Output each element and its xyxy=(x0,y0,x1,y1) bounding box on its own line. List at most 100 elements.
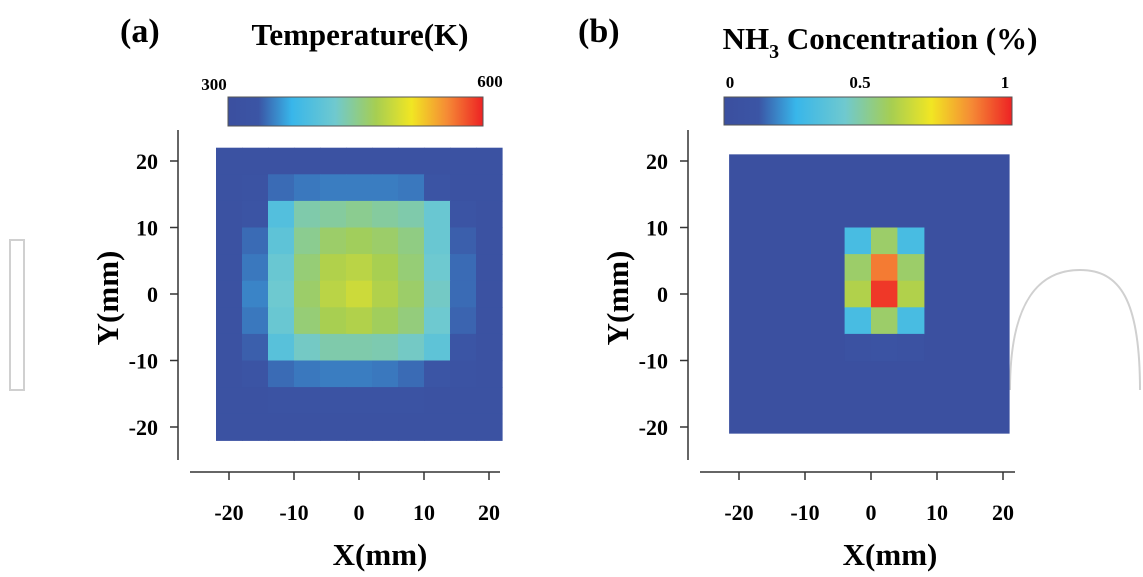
panel-a-heatmap-cell xyxy=(398,280,425,308)
panel-a-heatmap-cell xyxy=(476,360,503,388)
panel-b-x-tick-label: -20 xyxy=(724,500,753,525)
panel-a-heatmap-cell xyxy=(294,360,321,388)
panel-a-heatmap-cell xyxy=(398,200,425,229)
panel-a: (a) Temperature(K) 300 600 -20 -10 0 10 20 20… xyxy=(90,13,503,572)
panel-a-heatmap-cell xyxy=(424,200,451,229)
panel-b-y-tick-label: 0 xyxy=(657,282,668,307)
panel-a-heatmap-cell xyxy=(424,147,451,175)
panel-b-heatmap-cell xyxy=(897,333,925,362)
panel-b-heatmap-cell xyxy=(844,227,872,255)
panel-a-heatmap-cell xyxy=(320,333,347,362)
panel-a-axes: -20 -10 0 10 20 20 10 0 -10 -20 xyxy=(129,130,500,525)
panel-b-y-tick-label: 10 xyxy=(646,216,668,241)
panel-a-heatmap-cell xyxy=(476,280,503,308)
panel-a-heatmap-cell xyxy=(294,280,321,308)
panel-a-heatmap-cell xyxy=(372,147,399,175)
panel-a-heatmap-cell xyxy=(320,413,347,441)
panel-b-heatmap-cell xyxy=(844,333,872,362)
panel-a-heatmap-cell xyxy=(450,200,477,229)
panel-a-heatmap-cell xyxy=(242,174,269,202)
panel-a-heatmap-cell xyxy=(268,200,295,229)
panel-b-heatmap xyxy=(729,154,1010,434)
panel-a-heatmap-cell xyxy=(294,307,321,335)
panel-b-colorbar-tick-1: 0.5 xyxy=(849,73,870,92)
panel-a-y-tick-label: 20 xyxy=(136,149,158,174)
panel-a-heatmap-cell xyxy=(476,254,503,282)
panel-a-xlabel: X(mm) xyxy=(333,537,428,572)
panel-b-title: NH3 Concentration (%) xyxy=(723,21,1038,63)
panel-b-axes: -20 -10 0 10 20 20 10 0 -10 -20 xyxy=(639,130,1015,525)
panel-a-heatmap-cell xyxy=(268,387,295,415)
panel-a-y-tick-label: 0 xyxy=(147,282,158,307)
panel-b-heatmap-cell xyxy=(897,254,925,282)
panel-a-heatmap-cell xyxy=(450,147,477,175)
panel-b-xlabel: X(mm) xyxy=(843,537,938,572)
panel-a-heatmap-cell xyxy=(346,307,373,335)
panel-a-heatmap-cell xyxy=(242,280,269,308)
panel-b-colorbar-tick-0: 0 xyxy=(726,73,735,92)
panel-a-heatmap-cell xyxy=(450,413,477,441)
panel-a-heatmap-cell xyxy=(346,174,373,202)
panel-a-heatmap-cell xyxy=(268,307,295,335)
panel-a-heatmap-cell xyxy=(216,254,243,282)
panel-a-heatmap-cell xyxy=(398,227,425,255)
panel-a-heatmap-cell xyxy=(294,227,321,255)
panel-a-heatmap-cell xyxy=(398,307,425,335)
panel-b-heatmap-cell xyxy=(844,280,872,308)
panel-a-x-tick-label: -20 xyxy=(214,500,243,525)
panel-a-heatmap-cell xyxy=(320,307,347,335)
panel-a-heatmap-cell xyxy=(242,200,269,229)
panel-a-heatmap-cell xyxy=(476,333,503,362)
panel-a-colorbar xyxy=(227,96,484,127)
panel-a-heatmap-cell xyxy=(294,387,321,415)
panel-a-heatmap-cell xyxy=(242,387,269,415)
panel-a-heatmap-cell xyxy=(346,147,373,175)
panel-b-x-tick-label: 0 xyxy=(866,500,877,525)
panel-a-heatmap-cell xyxy=(424,333,451,362)
panel-b-heatmap-cell xyxy=(871,254,898,282)
panel-a-heatmap-cell xyxy=(346,333,373,362)
panel-a-heatmap-cell xyxy=(294,174,321,202)
panel-b-x-tick-label: -10 xyxy=(790,500,819,525)
panel-a-heatmap-cell xyxy=(450,387,477,415)
panel-a-heatmap-cell xyxy=(242,413,269,441)
panel-a-heatmap-cell xyxy=(294,200,321,229)
panel-a-heatmap-cell xyxy=(476,147,503,175)
panel-a-heatmap-cell xyxy=(476,413,503,441)
panel-a-heatmap-cell xyxy=(294,333,321,362)
panel-a-heatmap-cell xyxy=(242,147,269,175)
panel-b-heatmap-cell xyxy=(844,307,872,335)
panel-b-heatmap-cell xyxy=(897,307,925,335)
panel-a-heatmap-cell xyxy=(216,147,243,175)
panel-b-y-tick-label: -20 xyxy=(639,415,668,440)
panel-a-heatmap-cell xyxy=(216,387,243,415)
panel-a-heatmap-cell xyxy=(268,360,295,388)
panel-a-heatmap-cell xyxy=(372,307,399,335)
panel-a-heatmap-cell xyxy=(450,333,477,362)
panel-a-heatmap-cell xyxy=(294,254,321,282)
panel-a-y-tick-label: -20 xyxy=(129,415,158,440)
panel-a-heatmap-cell xyxy=(320,200,347,229)
panel-b-colorbar-tick-2: 1 xyxy=(1001,73,1010,92)
panel-a-heatmap-cell xyxy=(320,174,347,202)
panel-b-heatmap-cell xyxy=(897,227,925,255)
panel-a-heatmap-cell xyxy=(242,333,269,362)
panel-a-heatmap-cell xyxy=(268,174,295,202)
panel-a-heatmap-cell xyxy=(450,280,477,308)
panel-a-heatmap-cell xyxy=(216,174,243,202)
panel-a-heatmap-cell xyxy=(268,333,295,362)
panel-a-heatmap-cell xyxy=(242,254,269,282)
panel-a-heatmap-cell xyxy=(216,333,243,362)
panel-b-title-sub: 3 xyxy=(769,41,779,63)
panel-a-heatmap-cell xyxy=(424,174,451,202)
panel-a-x-tick-label: -10 xyxy=(279,500,308,525)
panel-a-heatmap-cell xyxy=(372,174,399,202)
panel-a-heatmap-cell xyxy=(320,387,347,415)
panel-a-heatmap-cell xyxy=(398,333,425,362)
panel-a-heatmap-cell xyxy=(450,227,477,255)
panel-b-label: (b) xyxy=(578,13,620,50)
panel-b-heatmap-cell xyxy=(871,307,898,335)
panel-a-heatmap-cell xyxy=(424,280,451,308)
panel-a-heatmap-cell xyxy=(398,147,425,175)
